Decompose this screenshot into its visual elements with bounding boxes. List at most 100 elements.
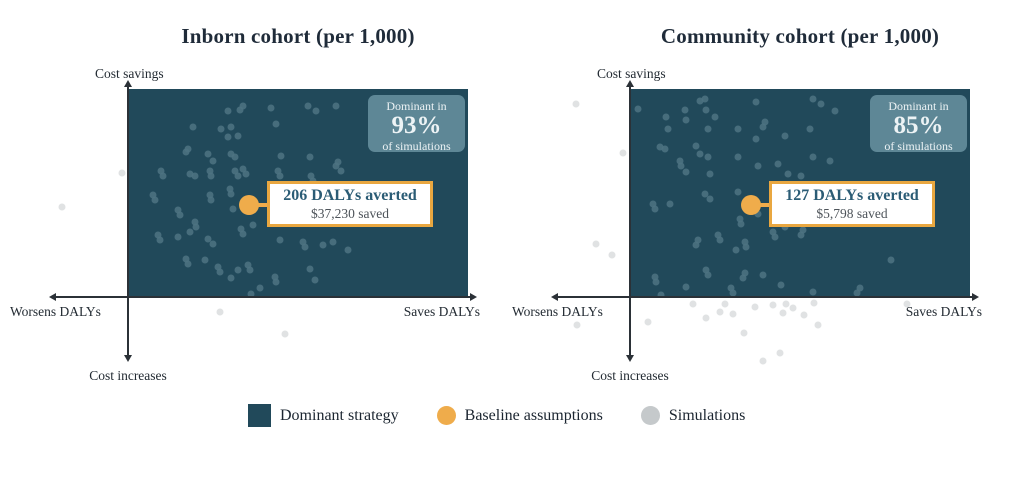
- simulation-dot: [817, 100, 825, 108]
- simulation-dot: [304, 102, 312, 110]
- y-axis-arrow-up: [124, 80, 132, 87]
- simulation-dot: [182, 255, 190, 263]
- simulation-dot: [344, 246, 352, 254]
- y-axis-line: [127, 86, 129, 356]
- dominant-quadrant: Dominant in 85% of simulations 127 DALYs…: [630, 89, 970, 297]
- simulation-dot: [214, 263, 222, 271]
- simulation-dot: [329, 238, 337, 246]
- simulation-dot: [276, 236, 284, 244]
- simulation-dot: [721, 300, 729, 308]
- simulation-dot: [608, 251, 616, 259]
- callout-connector: [249, 203, 269, 207]
- x-axis-line: [55, 296, 472, 298]
- legend-item-simulations: Simulations: [640, 406, 745, 425]
- simulation-dot: [224, 107, 232, 115]
- simulation-dot: [682, 116, 690, 124]
- y-axis-positive-label: Cost savings: [95, 66, 164, 81]
- simulation-dot: [306, 153, 314, 161]
- simulation-dot: [239, 230, 247, 238]
- simulation-dot: [149, 191, 157, 199]
- simulation-dot: [831, 107, 839, 115]
- badge-line2: of simulations: [382, 139, 451, 153]
- simulation-dot: [306, 265, 314, 272]
- simulation-dot: [209, 157, 217, 165]
- simulation-dot: [206, 167, 214, 175]
- simulation-dot: [207, 172, 215, 180]
- simulation-dot: [676, 157, 684, 165]
- simulation-dot: [856, 284, 864, 292]
- simulation-dot: [704, 125, 712, 133]
- baseline-assumptions-dot: [741, 195, 761, 215]
- simulation-dot: [267, 104, 275, 111]
- simulation-dot: [704, 271, 712, 279]
- simulation-dot: [702, 314, 710, 322]
- simulation-dot: [734, 125, 742, 133]
- simulation-dot: [696, 97, 704, 105]
- simulation-dot: [769, 301, 777, 309]
- simulation-dot: [301, 243, 309, 251]
- simulation-dot: [789, 304, 797, 312]
- simulation-dot: [207, 196, 215, 204]
- simulations-swatch-icon: [640, 406, 660, 425]
- baseline-callout: 206 DALYs averted $37,230 saved: [267, 181, 433, 227]
- y-axis-negative-label: Cost increases: [89, 368, 167, 383]
- simulation-dot: [192, 223, 200, 231]
- simulation-dot: [236, 106, 244, 114]
- simulation-dot: [231, 153, 239, 161]
- simulation-dot: [799, 226, 807, 234]
- simulation-dot: [159, 172, 167, 180]
- simulation-dot: [759, 271, 767, 279]
- simulation-dot: [182, 148, 190, 156]
- simulation-dot: [592, 240, 600, 248]
- simulation-dot: [887, 256, 895, 264]
- legend: Dominant strategy Baseline assumptions S…: [248, 404, 745, 427]
- simulation-dot: [156, 236, 164, 244]
- simulation-dot: [151, 196, 159, 204]
- simulation-dot: [231, 167, 239, 175]
- simulation-dot: [277, 152, 285, 160]
- simulation-dot: [752, 98, 760, 106]
- simulation-dot: [224, 133, 232, 141]
- simulation-dot: [191, 218, 199, 226]
- simulation-dot: [189, 123, 197, 131]
- simulation-dot: [184, 260, 192, 267]
- simulation-dot: [227, 190, 235, 198]
- simulation-dot: [281, 330, 289, 338]
- y-axis-arrow-down: [124, 355, 132, 362]
- dominant-share-badge: Dominant in 85% of simulations: [870, 95, 967, 153]
- simulation-dot: [209, 240, 217, 248]
- chart-inborn-cohort: Inborn cohort (per 1,000) Cost savings D…: [0, 0, 512, 400]
- simulation-dot: [572, 100, 580, 108]
- simulation-dot: [797, 231, 805, 239]
- simulation-dot: [694, 236, 702, 244]
- simulation-dot: [782, 300, 790, 308]
- simulation-dot: [216, 308, 224, 316]
- y-axis-arrow-down: [626, 355, 634, 362]
- simulation-dot: [704, 153, 712, 161]
- simulation-dot: [810, 299, 818, 307]
- simulation-dot: [761, 118, 769, 126]
- simulation-dot: [777, 281, 785, 289]
- simulation-dot: [176, 211, 184, 219]
- simulation-dot: [682, 168, 690, 176]
- simulation-dot: [234, 172, 242, 180]
- x-axis-arrow-right: [470, 293, 477, 301]
- callout-heading: 206 DALYs averted: [283, 187, 417, 204]
- simulation-dot: [206, 191, 214, 199]
- simulation-dot: [634, 105, 642, 113]
- simulation-dot: [216, 268, 224, 276]
- simulation-dot: [652, 278, 660, 286]
- chart-title: Community cohort (per 1,000): [660, 24, 940, 48]
- badge-line2: of simulations: [884, 139, 953, 153]
- simulation-dot: [227, 150, 235, 158]
- simulation-dot: [157, 167, 165, 175]
- simulation-dot: [319, 241, 327, 249]
- simulation-dot: [661, 145, 669, 153]
- simulation-dot: [779, 309, 787, 317]
- simulation-dot: [677, 162, 685, 170]
- simulation-dot: [759, 357, 767, 365]
- simulation-dot: [689, 300, 697, 308]
- simulation-dot: [239, 165, 247, 173]
- simulation-dot: [651, 273, 659, 281]
